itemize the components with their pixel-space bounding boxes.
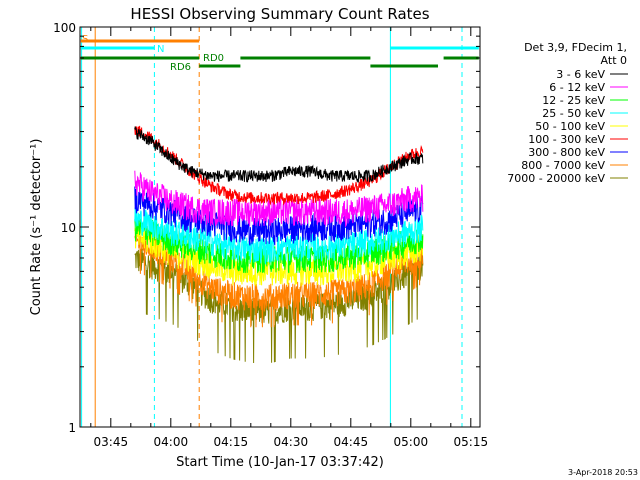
series-line-7000-20000-kevkev: [134, 248, 424, 364]
legend-entry-label: 3 - 6 keV: [556, 68, 605, 81]
legend-header-line: Att 0: [601, 54, 627, 67]
y-axis-label: Count Rate (s⁻¹ detector⁻¹): [29, 139, 44, 316]
x-tick-label: 03:45: [94, 435, 129, 449]
y-tick-label: 100: [53, 21, 76, 35]
series-line-800-7000-kevkev: [134, 228, 424, 328]
series-layer: [134, 125, 424, 364]
flag-bars: S N RD0 RD6: [80, 34, 479, 73]
flag-label-rd6: RD6: [170, 62, 191, 73]
legend-entry-label: 6 - 12 keV: [549, 81, 605, 94]
x-axis-label: Start Time (10-Jan-17 03:37:42): [176, 455, 384, 470]
x-tick-label: 04:00: [154, 435, 189, 449]
x-tick-label: 04:30: [274, 435, 309, 449]
flag-label-rd0: RD0: [203, 53, 224, 64]
x-tick-label: 05:15: [454, 435, 489, 449]
legend-entry-label: 12 - 25 keV: [542, 94, 605, 107]
legend-entry-label: 25 - 50 keV: [542, 107, 605, 120]
y-tick-label: 1: [68, 421, 76, 435]
legend-entry-label: 100 - 300 keV: [528, 133, 605, 146]
x-axis: 03:45 04:00 04:15 04:30 04:45 05:00 05:15: [90, 27, 489, 449]
legend-entry-label: 7000 - 20000 keV: [507, 172, 605, 185]
x-tick-label: 04:45: [334, 435, 369, 449]
flag-label-n: N: [157, 44, 164, 55]
legend-entry-label: 800 - 7000 keV: [521, 159, 605, 172]
series-line-300-800-kevkev: [134, 186, 424, 246]
flag-label-s: S: [82, 34, 88, 45]
legend-entry-label: 300 - 800 keV: [528, 146, 605, 159]
series-line-3-6-kevkev: [134, 126, 424, 183]
legend-header-line: Det 3,9, FDecim 1,: [524, 41, 627, 54]
series-line-25-50-kevkev: [134, 207, 424, 266]
y-axis: 1 10 100: [53, 21, 480, 435]
y-tick-label: 10: [61, 221, 76, 235]
timestamp: 3-Apr-2018 20:53: [568, 468, 638, 477]
series-line-6-12-kevkev: [134, 170, 424, 228]
legend-entry-label: 50 - 100 keV: [535, 120, 605, 133]
series-line-12-25-kevkev: [134, 215, 424, 274]
x-tick-label: 04:15: [214, 435, 249, 449]
x-tick-label: 05:00: [394, 435, 429, 449]
chart-title: HESSI Observing Summary Count Rates: [130, 5, 429, 23]
